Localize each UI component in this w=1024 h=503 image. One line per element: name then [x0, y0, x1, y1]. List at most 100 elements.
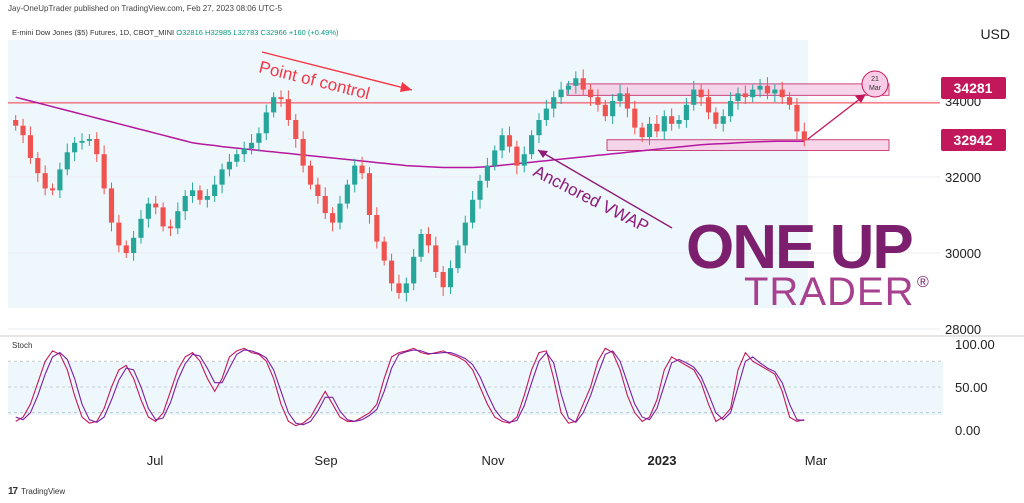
candle-body [182, 196, 188, 212]
upper-price-tag [941, 77, 1006, 99]
candle-body [462, 222, 468, 246]
brand-registered-mark: ® [917, 274, 929, 291]
candle-body [293, 120, 299, 139]
symbol-legend[interactable]: E-mini Dow Jones ($5) Futures, 1D, CBOT_… [12, 28, 339, 37]
symbol-title: E-mini Dow Jones ($5) Futures, 1D, CBOT_… [12, 28, 175, 37]
candles [13, 69, 807, 302]
brand-line1: ONE UP [686, 213, 912, 282]
candle-body [499, 135, 505, 151]
candle-body [359, 165, 365, 174]
candle-body [35, 158, 41, 174]
candle-body [248, 142, 255, 149]
candle-body [565, 85, 572, 90]
tradingview-logo-icon: 17 [8, 486, 18, 497]
lower-price-tag [941, 129, 1006, 151]
stoch-label: Stoch [12, 341, 33, 350]
candle-body [418, 234, 424, 257]
candle-body [116, 222, 122, 246]
tradingview-label: TradingView [21, 487, 66, 496]
candle-body [49, 188, 56, 191]
candle-body [698, 89, 704, 98]
candle-body [786, 97, 793, 105]
candle-body [425, 234, 432, 246]
candle-body [624, 93, 631, 109]
candle-body [64, 152, 70, 170]
candle-body [175, 211, 181, 229]
poc-arrowhead [400, 82, 412, 92]
candle-body [374, 215, 380, 242]
anchored-vwap-path [15, 96, 805, 169]
stoch-lines [15, 347, 805, 427]
candle-body [492, 150, 498, 166]
candle-body [632, 108, 638, 128]
grid [8, 100, 943, 414]
candle-body [381, 241, 387, 261]
candle-body [57, 169, 63, 191]
candle-body [587, 89, 594, 98]
candle-body [86, 139, 92, 141]
candle-body [573, 78, 579, 86]
candle-body [79, 140, 85, 143]
candle-body [484, 165, 490, 181]
candle-body [764, 85, 771, 94]
candle-body [94, 139, 100, 155]
candle-body [131, 237, 137, 253]
candle-body [189, 190, 196, 196]
stoch-series-line [15, 349, 805, 426]
candle-body [551, 97, 557, 109]
candle-body [639, 127, 645, 138]
candle-body [529, 135, 535, 155]
candle-body [661, 116, 667, 132]
candle-body [204, 196, 210, 200]
candle-body [742, 93, 748, 98]
price-tick-label: 32000 [945, 170, 981, 185]
target-date-circle [861, 70, 889, 98]
close-value: C32966 [260, 28, 287, 37]
candle-body [455, 245, 461, 269]
candle-body [728, 101, 734, 117]
candle-body [654, 123, 660, 132]
stoch-series-line [15, 347, 805, 427]
candle-body [536, 120, 542, 136]
candle-body [470, 199, 476, 223]
candle-body [646, 123, 653, 138]
candle-body [108, 188, 115, 223]
candle-body [713, 112, 719, 124]
vwap-arrow-line [537, 149, 673, 229]
candle-body [720, 116, 726, 124]
currency-label: USD [980, 26, 1010, 42]
low-value: L32783 [233, 28, 259, 37]
brand-line2: TRADER [744, 270, 914, 314]
candle-body [691, 89, 697, 105]
projection-arrow-line [807, 94, 866, 140]
candle-body [263, 112, 269, 134]
candle-body [219, 169, 225, 185]
stoch-tick-label: 100.00 [955, 337, 995, 352]
candle-body [366, 173, 373, 215]
projection-arrowhead [855, 94, 866, 103]
lower-price-tag-text: 32942 [954, 132, 993, 148]
high-value: H32985 [205, 28, 232, 37]
candle-body [197, 190, 203, 200]
candle-body [42, 173, 48, 189]
candle-body [411, 256, 417, 284]
vwap-line [15, 96, 805, 169]
candle-body [145, 203, 151, 219]
tradingview-brand[interactable]: 17 TradingView [8, 486, 65, 497]
candle-body [447, 268, 454, 288]
candle-body [167, 226, 174, 229]
candle-body [123, 245, 129, 253]
candle-body [477, 180, 483, 200]
candle-body [352, 165, 358, 185]
support-zone [606, 139, 890, 151]
candle-body [20, 125, 26, 136]
candle-body [153, 203, 159, 208]
time-tick-label: 2023 [648, 453, 677, 468]
candle-body [676, 120, 682, 124]
time-tick-label: Mar [805, 453, 828, 468]
candle-body [705, 97, 712, 113]
candle-body [72, 142, 78, 153]
